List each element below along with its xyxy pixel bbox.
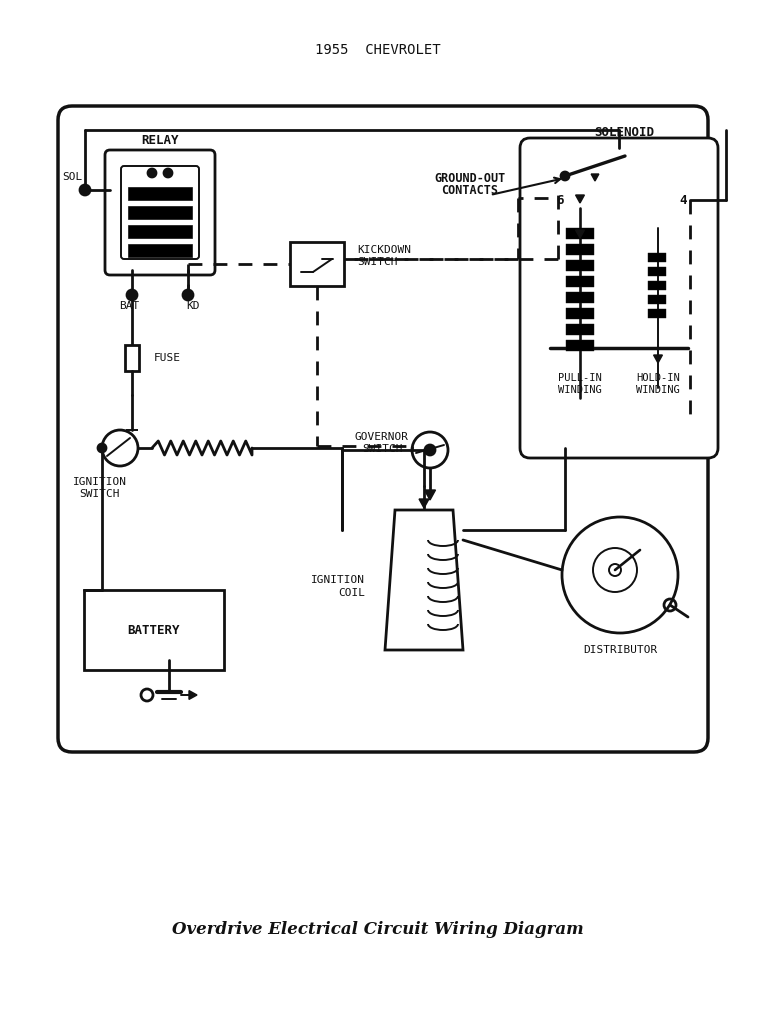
Bar <box>648 295 666 304</box>
Text: GROUND-OUT: GROUND-OUT <box>435 171 506 184</box>
Bar <box>566 244 594 255</box>
Text: BATTERY: BATTERY <box>128 624 180 637</box>
Circle shape <box>425 445 435 455</box>
Text: SWITCH: SWITCH <box>362 444 403 454</box>
Text: WINDING: WINDING <box>636 385 680 395</box>
Circle shape <box>183 290 193 300</box>
Bar <box>648 309 666 318</box>
Circle shape <box>164 169 172 177</box>
Text: KICKDOWN: KICKDOWN <box>357 245 411 255</box>
Text: IGNITION: IGNITION <box>73 477 127 487</box>
Text: HOLD-IN: HOLD-IN <box>636 373 680 383</box>
Bar <box>566 228 594 239</box>
Text: SOLENOID: SOLENOID <box>594 126 654 138</box>
Text: PULL-IN: PULL-IN <box>558 373 602 383</box>
Bar <box>566 324 594 335</box>
Circle shape <box>148 169 156 177</box>
Bar <box>125 345 139 371</box>
Bar <box>566 308 594 319</box>
Bar <box>648 267 666 276</box>
Polygon shape <box>419 499 429 508</box>
Bar <box>566 292 594 303</box>
Bar <box>128 244 192 257</box>
Polygon shape <box>189 690 197 699</box>
Text: RELAY: RELAY <box>142 134 179 147</box>
Bar <box>290 242 344 286</box>
FancyBboxPatch shape <box>520 138 718 458</box>
Polygon shape <box>653 355 662 362</box>
Text: FUSE: FUSE <box>154 353 181 362</box>
Text: 4: 4 <box>679 194 687 207</box>
Bar <box>566 260 594 271</box>
Text: 6: 6 <box>556 194 564 207</box>
Text: GOVERNOR: GOVERNOR <box>355 432 409 442</box>
Bar <box>84 590 224 670</box>
Bar <box>566 340 594 351</box>
Text: COIL: COIL <box>338 588 365 598</box>
Polygon shape <box>575 230 584 238</box>
Polygon shape <box>575 195 584 203</box>
Text: DISTRIBUTOR: DISTRIBUTOR <box>583 645 657 655</box>
Bar <box>648 253 666 262</box>
Polygon shape <box>425 490 435 500</box>
Text: SWITCH: SWITCH <box>79 489 120 499</box>
Text: BAT: BAT <box>119 301 139 311</box>
Bar <box>566 276 594 287</box>
Text: 1955  CHEVROLET: 1955 CHEVROLET <box>315 43 441 57</box>
Circle shape <box>561 172 569 180</box>
Circle shape <box>98 444 106 452</box>
Text: SWITCH: SWITCH <box>357 257 397 267</box>
Bar <box>128 206 192 219</box>
Circle shape <box>80 185 90 195</box>
Text: Overdrive Electrical Circuit Wiring Diagram: Overdrive Electrical Circuit Wiring Diag… <box>172 922 584 939</box>
FancyBboxPatch shape <box>121 166 199 259</box>
Text: KD: KD <box>186 301 200 311</box>
Bar <box>648 281 666 290</box>
Text: WINDING: WINDING <box>558 385 602 395</box>
Circle shape <box>127 290 137 300</box>
Text: IGNITION: IGNITION <box>311 575 365 585</box>
Polygon shape <box>385 510 463 650</box>
FancyBboxPatch shape <box>105 150 215 275</box>
Polygon shape <box>591 174 599 181</box>
Text: CONTACTS: CONTACTS <box>441 184 499 198</box>
Bar <box>128 225 192 238</box>
Bar <box>128 187 192 200</box>
Text: SOL: SOL <box>62 172 82 182</box>
